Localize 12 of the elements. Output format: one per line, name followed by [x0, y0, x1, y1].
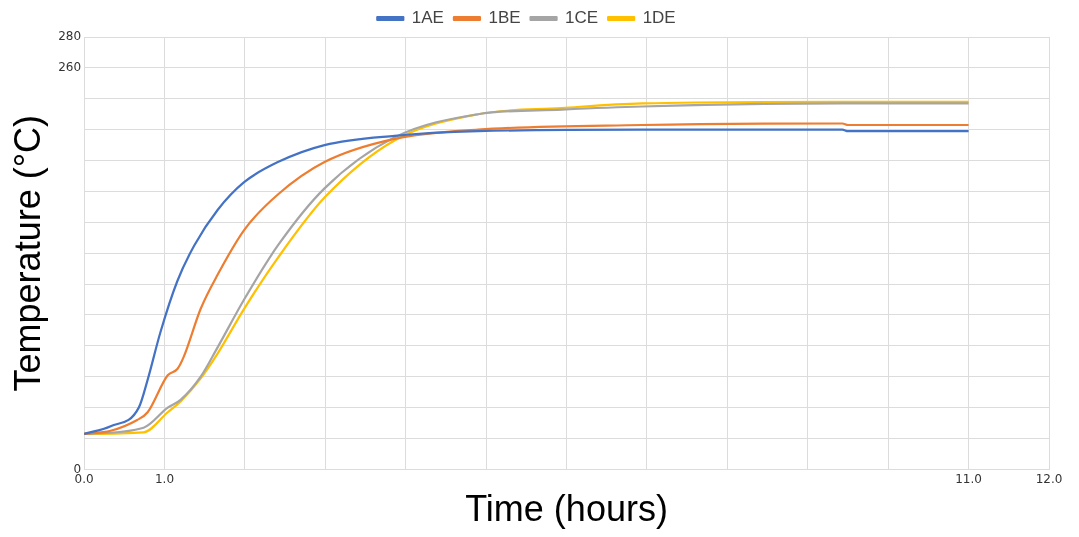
- x-tick-label: 12.0: [1035, 471, 1063, 486]
- x-tick-label: 0.0: [74, 471, 94, 486]
- y-tick-label: 260: [58, 60, 82, 75]
- y-axis-title: Temperature (°C): [6, 114, 48, 392]
- x-axis-title: Time (hours): [465, 488, 668, 530]
- legend-label: 1CE: [565, 8, 599, 28]
- x-tick-label: 1.0: [154, 471, 175, 486]
- legend-label: 1BE: [488, 8, 521, 28]
- y-tick-label: 280: [58, 29, 82, 44]
- legend-label: 1AE: [411, 8, 444, 28]
- legend-label: 1DE: [642, 8, 676, 28]
- x-tick-label: 11.0: [955, 471, 982, 486]
